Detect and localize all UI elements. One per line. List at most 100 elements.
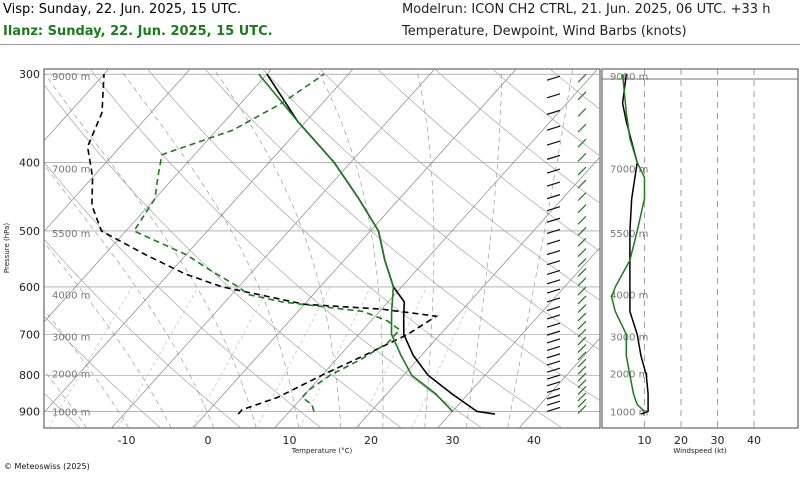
wind-barb bbox=[577, 123, 587, 133]
wind-barb bbox=[546, 330, 561, 336]
wind-barb bbox=[546, 217, 561, 223]
dry-adiabat bbox=[434, 69, 600, 204]
isotherm-line bbox=[111, 69, 435, 428]
station-title-visp: Visp: Sunday, 22. Jun. 2025, 15 UTC. bbox=[3, 2, 241, 17]
wind-barb bbox=[546, 279, 561, 285]
wind-barb bbox=[577, 267, 587, 277]
mixing-ratio-line bbox=[411, 286, 478, 428]
wind-barb bbox=[577, 385, 587, 395]
altitude-label: 1000 m bbox=[52, 407, 90, 418]
wind-barb bbox=[546, 338, 561, 344]
moist-adiabat bbox=[44, 369, 87, 428]
wind-barb bbox=[546, 228, 561, 234]
mixing-ratio-line bbox=[358, 286, 427, 428]
wind-barb bbox=[577, 392, 587, 402]
altitude-label: 4000 m bbox=[52, 291, 90, 302]
wind-barb bbox=[577, 344, 587, 353]
skew-t-grid bbox=[44, 69, 600, 428]
moist-adiabat bbox=[44, 72, 257, 428]
wind-barb bbox=[577, 312, 587, 322]
temperature-tick-label: 30 bbox=[446, 434, 460, 447]
wind-barb bbox=[577, 398, 587, 408]
wind-barb bbox=[577, 192, 587, 202]
temperature-tick-label: 20 bbox=[364, 434, 378, 447]
wind-barb bbox=[577, 215, 587, 225]
windspeed-tick-label: 10 bbox=[638, 434, 652, 447]
wind-barb bbox=[546, 360, 561, 366]
wind-barb bbox=[577, 304, 587, 313]
isotherm-line bbox=[518, 337, 600, 428]
pressure-tick-label: 800 bbox=[19, 369, 40, 382]
wind-barb bbox=[577, 166, 587, 176]
windspeed-tick-label: 20 bbox=[674, 434, 688, 447]
wind-barb bbox=[546, 93, 561, 99]
wind-barb bbox=[546, 181, 561, 187]
pressure-tick-label: 600 bbox=[19, 281, 40, 294]
wind-altitude-label: 1000 m bbox=[610, 407, 648, 418]
wind-barb bbox=[577, 152, 587, 162]
isotherm-line bbox=[44, 69, 109, 142]
wind-barb bbox=[577, 336, 587, 346]
temperature-tick-label: -10 bbox=[118, 434, 136, 447]
wind-barb bbox=[577, 138, 587, 148]
dry-adiabat bbox=[319, 69, 600, 301]
moist-adiabat bbox=[416, 69, 435, 428]
moist-adiabat bbox=[466, 69, 502, 428]
wind-barb bbox=[546, 140, 561, 146]
wind-barb bbox=[546, 109, 561, 115]
isotherm-line bbox=[44, 69, 354, 414]
pressure-tick-label: 400 bbox=[19, 156, 40, 169]
isotherm-line bbox=[437, 246, 600, 428]
windspeed-tick-label: 30 bbox=[711, 434, 725, 447]
wind-barb bbox=[577, 91, 587, 101]
mixing-ratio-line bbox=[299, 286, 372, 428]
dry-adiabat bbox=[262, 69, 600, 351]
wind-barb bbox=[577, 365, 587, 375]
header-divider bbox=[0, 44, 800, 45]
wind-barb bbox=[577, 320, 587, 330]
wind-barb bbox=[577, 73, 587, 83]
wind-barb bbox=[577, 404, 587, 414]
wind-barb bbox=[577, 295, 587, 305]
wind-barb bbox=[577, 358, 587, 368]
dry-adiabat bbox=[44, 84, 402, 428]
wind-barb bbox=[577, 258, 587, 268]
dry-adiabat bbox=[89, 69, 483, 428]
wind-barb bbox=[577, 204, 587, 214]
altitude-label: 5500 m bbox=[52, 229, 90, 240]
wind-barb bbox=[577, 226, 587, 236]
model-run-label: Modelrun: ICON CH2 CTRL, 21. Jun. 2025, … bbox=[402, 2, 771, 17]
moist-adiabat bbox=[44, 241, 172, 428]
wind-barb bbox=[546, 154, 561, 160]
temperature-tick-label: 10 bbox=[283, 434, 297, 447]
wind-barb bbox=[546, 239, 561, 245]
parameters-label: Temperature, Dewpoint, Wind Barbs (knots… bbox=[402, 24, 687, 39]
pressure-tick-label: 500 bbox=[19, 225, 40, 238]
isotherm-line bbox=[192, 69, 517, 428]
wind-barb bbox=[546, 381, 561, 387]
altitude-label: 7000 m bbox=[52, 165, 90, 176]
windspeed-line-visp bbox=[621, 74, 649, 415]
copyright-notice: © Meteoswiss (2025) bbox=[4, 462, 90, 471]
moist-adiabat bbox=[44, 309, 130, 428]
wind-barb bbox=[546, 206, 561, 212]
temperature-tick-label: 40 bbox=[527, 434, 541, 447]
wind-barb bbox=[546, 374, 561, 380]
mixing-ratio-line bbox=[191, 286, 270, 428]
wind-altitude-label: 7000 m bbox=[610, 165, 648, 176]
dewpoint-line-visp bbox=[86, 74, 439, 415]
wind-barb bbox=[546, 406, 561, 412]
altitude-label: 3000 m bbox=[52, 332, 90, 343]
y-axis-label: Pressure (hPa) bbox=[3, 223, 11, 273]
isotherm-line bbox=[355, 156, 600, 428]
wind-barb bbox=[546, 345, 561, 352]
dry-adiabat bbox=[44, 161, 322, 428]
windspeed-tick-label: 40 bbox=[747, 434, 761, 447]
wind-barb bbox=[546, 288, 561, 294]
wind-barb bbox=[577, 328, 587, 338]
wind-barb bbox=[546, 314, 561, 320]
dry-adiabat bbox=[147, 69, 563, 428]
dry-adiabat bbox=[376, 69, 600, 252]
